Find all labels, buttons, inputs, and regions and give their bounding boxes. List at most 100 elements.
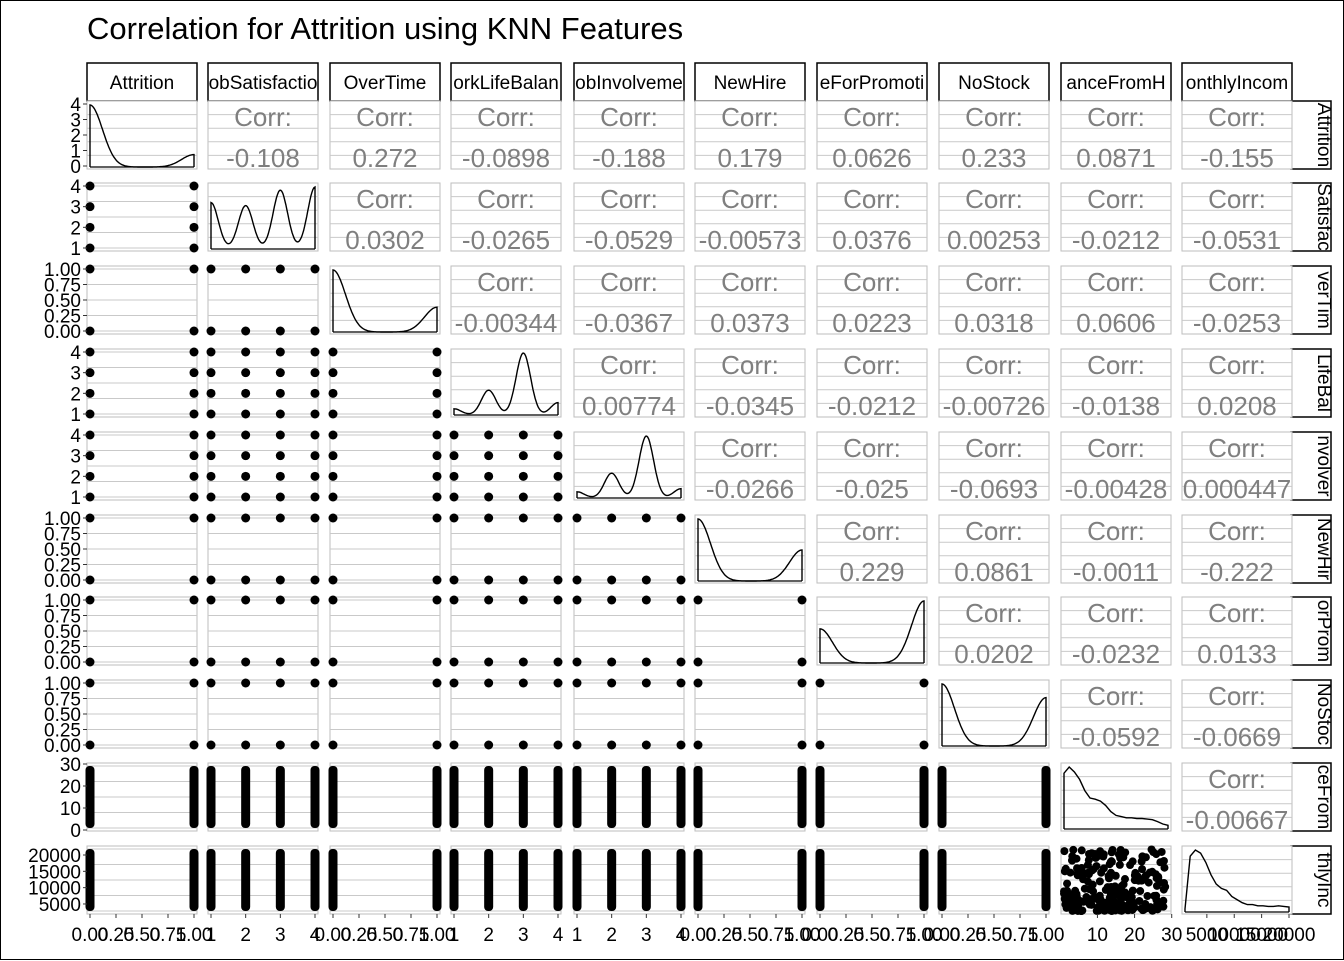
panel	[206, 845, 320, 915]
scatter-point	[85, 740, 95, 750]
scatter-point	[310, 326, 320, 336]
scatter-point	[1091, 893, 1100, 902]
scatter-point	[85, 766, 95, 828]
corr-value: -0.0212	[1072, 225, 1160, 255]
scatter-point	[275, 471, 285, 481]
x-tick-label: 0.25	[341, 925, 378, 946]
strip-right-label: NoStoc	[1313, 683, 1334, 745]
scatter-point	[1077, 846, 1086, 855]
corr-value: -0.00667	[1186, 805, 1289, 835]
panel	[694, 514, 806, 584]
scatter-point	[484, 766, 494, 828]
strip-top-label: eForPromoti	[820, 73, 925, 94]
scatter-point	[1143, 891, 1152, 900]
corr-value: -0.0529	[585, 225, 673, 255]
y-tick-label: 1.00	[44, 591, 81, 612]
scatter-point	[328, 388, 338, 398]
corr-label: Corr:	[965, 184, 1023, 214]
scatter-point	[553, 471, 563, 481]
strip-top-label: anceFromH	[1066, 73, 1165, 94]
x-tick-label: 20	[1124, 925, 1145, 946]
scatter-point	[85, 430, 95, 440]
x-tick-label: 0.00	[72, 925, 109, 946]
scatter-point	[1124, 900, 1133, 909]
corr-value: 0.0376	[832, 225, 912, 255]
corr-label: Corr:	[1087, 102, 1145, 132]
scatter-point	[189, 849, 199, 911]
scatter-point	[1107, 906, 1116, 915]
corr-value: 0.229	[839, 557, 904, 587]
scatter-point	[693, 740, 703, 750]
panel	[86, 100, 198, 170]
scatter-point	[206, 740, 216, 750]
corr-value: 0.0626	[832, 143, 912, 173]
panel-frame	[1181, 431, 1293, 501]
scatter-point	[275, 388, 285, 398]
corr-value: -0.155	[1200, 143, 1274, 173]
y-tick-label: 10000	[28, 879, 81, 900]
panel: Corr: 0.0373	[694, 265, 806, 338]
panel	[572, 595, 686, 667]
panel	[206, 762, 320, 832]
scatter-point	[641, 740, 651, 750]
y-tick-label: 0.25	[44, 721, 81, 742]
scatter-point	[1108, 845, 1117, 854]
corr-label: Corr:	[843, 433, 901, 463]
panel	[85, 264, 199, 336]
corr-label: Corr:	[965, 350, 1023, 380]
scatter-point	[676, 849, 686, 911]
panel-frame	[938, 182, 1050, 252]
panel	[206, 264, 320, 336]
panel-frame	[1060, 431, 1172, 501]
scatter-point	[815, 678, 825, 688]
scatter-point	[641, 657, 651, 667]
x-tick-label: 4	[310, 925, 321, 946]
panel-frame	[1181, 762, 1293, 832]
corr-label: Corr:	[600, 267, 658, 297]
panel: Corr: 0.272	[329, 100, 441, 173]
scatter-point	[449, 849, 459, 911]
corr-label: Corr:	[477, 102, 535, 132]
panel: Corr: -0.0345	[694, 348, 806, 421]
y-tick-label: 2	[70, 467, 81, 488]
scatter-point	[189, 451, 199, 461]
panel: Corr: -0.0266	[694, 431, 806, 504]
y-tick-label: 3	[70, 198, 81, 219]
scatter-point	[607, 740, 617, 750]
scatter-point	[85, 347, 95, 357]
scatter-point	[518, 471, 528, 481]
panel	[815, 845, 929, 915]
panel-grid: Attrition obSatisfactio OverTime orkLifeBal…	[28, 62, 1334, 946]
strip-right-label: NewHir	[1313, 518, 1334, 581]
y-tick-label: 1.00	[44, 674, 81, 695]
scatter-point	[189, 368, 199, 378]
scatter-point	[432, 368, 442, 378]
scatter-point	[815, 849, 825, 911]
y-tick-label: 1	[70, 405, 81, 426]
scatter-point	[1126, 861, 1135, 870]
panel-frame	[938, 265, 1050, 335]
panel	[85, 181, 199, 253]
panel: Corr: 0.0376	[816, 182, 928, 255]
x-tick-label: 1.00	[1028, 925, 1065, 946]
corr-label: Corr:	[1208, 681, 1266, 711]
scatter-point	[518, 575, 528, 585]
scatter-point	[484, 657, 494, 667]
y-tick-label: 4	[70, 95, 81, 116]
scatter-point	[241, 451, 251, 461]
scatter-point	[1073, 871, 1082, 880]
panel: Corr: -0.0253	[1181, 265, 1293, 338]
scatter-point	[693, 595, 703, 605]
scatter-point	[572, 513, 582, 523]
corr-label: Corr:	[721, 350, 779, 380]
scatter-point	[310, 492, 320, 502]
panel	[328, 347, 442, 419]
panel	[85, 513, 199, 585]
y-tick-label: 0.75	[44, 607, 81, 628]
scatter-point	[797, 849, 807, 911]
scatter-point	[1091, 849, 1100, 858]
scatter-point	[310, 471, 320, 481]
corr-value: 0.0373	[710, 308, 790, 338]
scatter-point	[241, 409, 251, 419]
scatter-point	[1101, 898, 1110, 907]
